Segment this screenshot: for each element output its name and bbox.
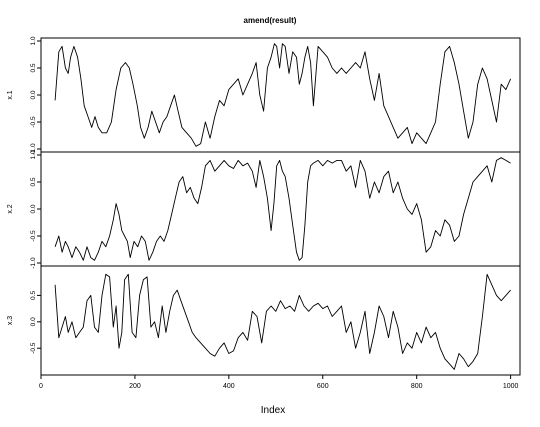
chart-title: amend(result) — [244, 16, 297, 25]
panel-1: 1.0 0.5 0.0 -0.5 -1.0 x.1 — [7, 36, 521, 155]
y-axis-label: x.2 — [7, 204, 14, 213]
x-tick-label: 1000 — [503, 383, 519, 390]
y-tick-label: 1.0 — [30, 150, 37, 159]
y-axis-label: x.1 — [7, 90, 14, 99]
y-tick-label: 1.0 — [30, 36, 37, 45]
y-tick-label: 0.5 — [30, 291, 37, 300]
x-tick-label: 0 — [39, 383, 43, 390]
panel-frame — [40, 151, 521, 267]
y-tick-label: 0.0 — [30, 317, 37, 326]
y-tick-label: -0.5 — [30, 342, 37, 354]
y-tick-label: -0.5 — [30, 230, 37, 242]
series-line-x.3 — [54, 273, 511, 370]
panel-frame — [40, 37, 521, 153]
y-tick-label: -0.5 — [30, 116, 37, 128]
panel-3: 0.5 0.0 -0.5 x.3 — [7, 265, 521, 376]
series-line-x.1 — [54, 43, 512, 147]
y-axis-label: x.3 — [7, 316, 14, 325]
panels-group: 1.0 0.5 0.0 -0.5 -1.0 x.1 1.0 0.5 0.0 -0.5 -1.0 x.2… — [7, 36, 521, 376]
y-tick-label: -1.0 — [30, 143, 37, 155]
x-tick-label: 400 — [223, 383, 235, 390]
x-axis: 0 200 400 600 800 1000 — [39, 375, 518, 390]
y-tick-label: 0.0 — [30, 204, 37, 213]
panel-frame — [40, 265, 521, 376]
x-axis-label: Index — [261, 405, 285, 416]
y-tick-label: 0.0 — [30, 90, 37, 99]
panel-2: 1.0 0.5 0.0 -0.5 -1.0 x.2 — [7, 150, 521, 269]
y-tick-label: 0.5 — [30, 177, 37, 186]
y-tick-label: 0.5 — [30, 63, 37, 72]
x-tick-label: 200 — [129, 383, 141, 390]
y-tick-label: -1.0 — [30, 257, 37, 269]
x-tick-label: 600 — [317, 383, 329, 390]
series-line-x.2 — [54, 157, 511, 261]
x-tick-label: 800 — [411, 383, 423, 390]
